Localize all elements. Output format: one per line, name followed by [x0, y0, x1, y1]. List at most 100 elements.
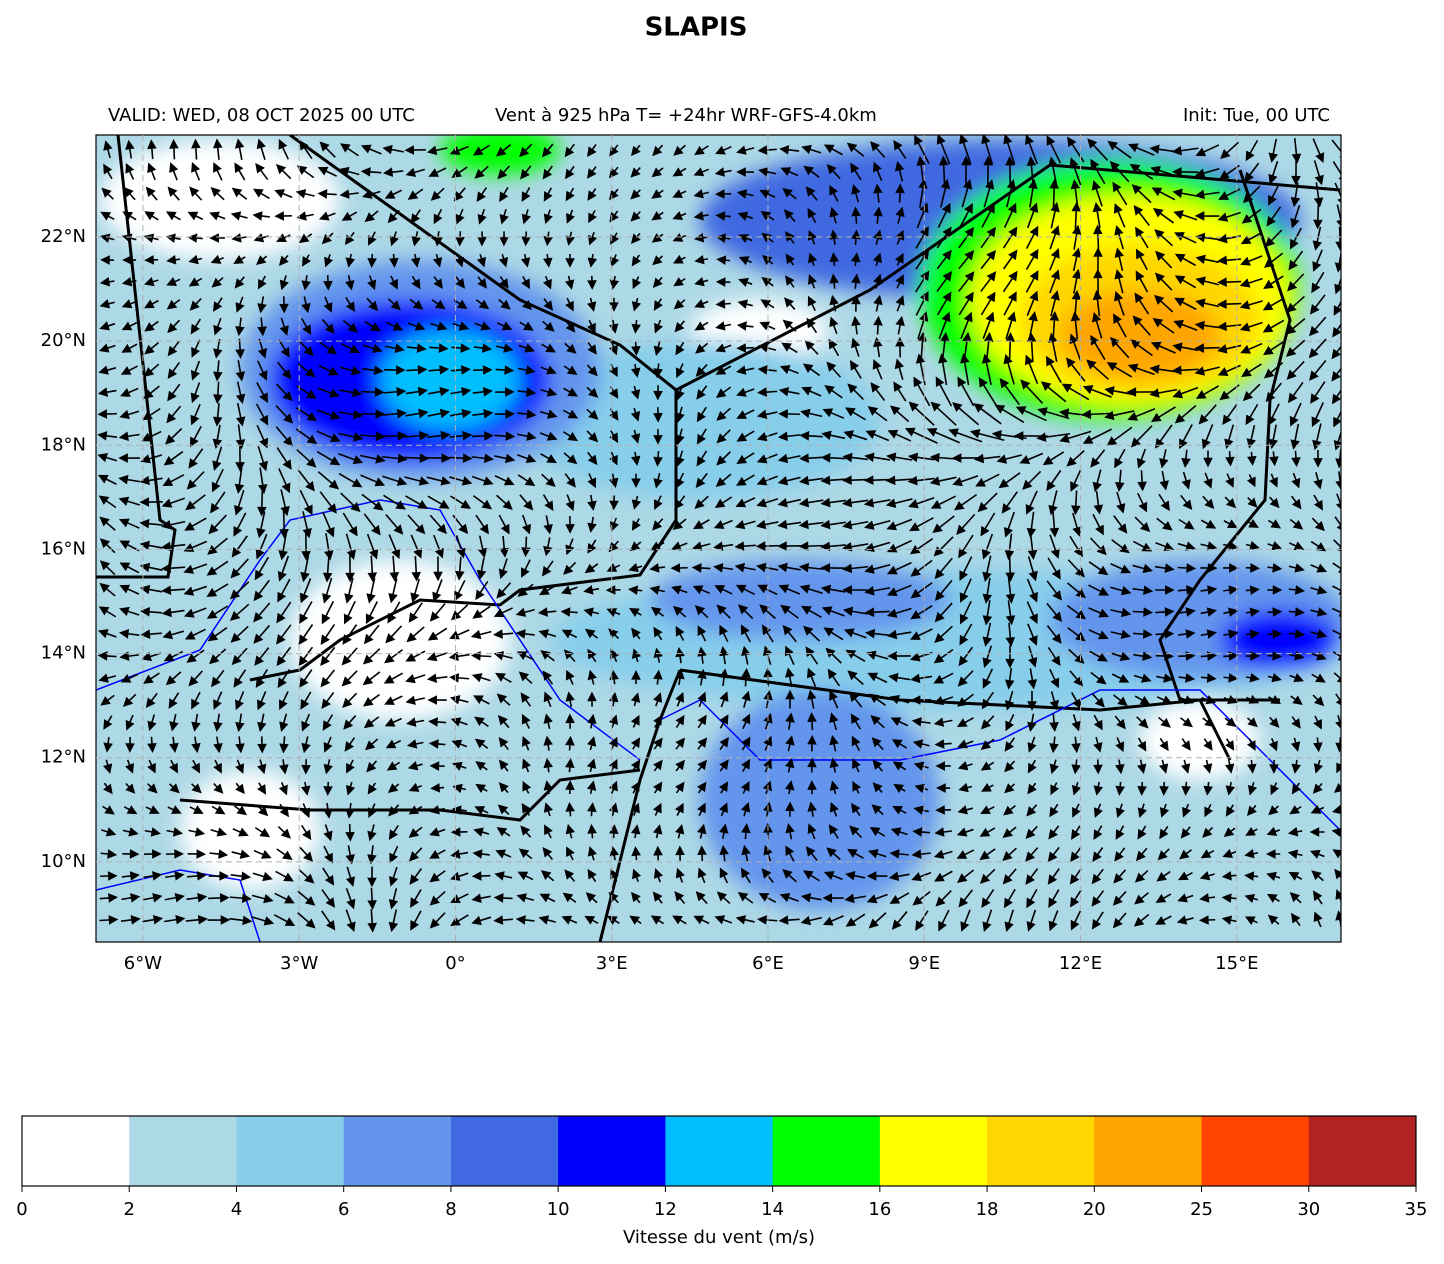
wind-arrow	[892, 761, 907, 771]
wind-arrow	[1090, 158, 1106, 185]
wind-arrow	[317, 387, 340, 398]
wind-arrow	[494, 871, 513, 881]
wind-arrow	[541, 473, 556, 488]
wind-arrow	[1115, 803, 1125, 818]
wind-arrow	[342, 692, 358, 708]
wind-arrow	[1154, 272, 1173, 291]
wind-arrow	[1026, 202, 1039, 229]
wind-arrow	[586, 430, 599, 443]
wind-arrow	[1026, 909, 1037, 932]
wind-arrow	[187, 211, 204, 221]
wind-arrow	[1115, 781, 1125, 796]
wind-arrow	[630, 891, 641, 904]
wind-arrow	[1093, 781, 1104, 796]
wind-arrow	[473, 365, 493, 375]
wind-arrow	[1287, 827, 1303, 837]
wind-arrow	[784, 231, 795, 244]
wind-arrow	[1239, 300, 1263, 310]
wind-arrow	[257, 296, 267, 314]
wind-arrow	[140, 454, 163, 464]
wind-arrow	[981, 203, 995, 228]
wind-arrow	[872, 252, 883, 267]
wind-arrow	[675, 669, 685, 686]
wind-arrow	[565, 691, 575, 708]
wind-arrow	[275, 870, 294, 882]
wind-arrow	[1262, 319, 1285, 333]
wind-arrow	[1003, 202, 1017, 228]
lon-tick-label: 12°E	[1059, 953, 1102, 974]
wind-arrow	[653, 451, 663, 467]
wind-arrow	[1050, 782, 1060, 796]
colorbar-segment	[1201, 1116, 1310, 1186]
wind-arrow	[210, 491, 226, 514]
wind-arrow	[907, 475, 935, 486]
wind-arrow	[864, 452, 891, 463]
wind-arrow	[297, 363, 316, 378]
wind-arrow	[827, 668, 841, 687]
wind-arrow	[782, 319, 797, 332]
wind-arrow	[476, 557, 487, 581]
wind-arrow	[229, 581, 250, 600]
wind-arrow	[913, 761, 929, 771]
wind-arrow	[103, 737, 113, 753]
wind-arrow	[719, 759, 729, 772]
wind-arrow	[982, 622, 992, 647]
wind-arrow	[785, 801, 795, 817]
wind-arrow	[958, 226, 975, 249]
wind-arrow	[426, 145, 448, 156]
wind-arrow	[872, 161, 883, 182]
wind-arrow	[1047, 557, 1061, 580]
wind-arrow	[345, 275, 355, 291]
wind-arrow	[1067, 136, 1085, 163]
wind-arrow	[849, 360, 862, 379]
wind-arrow	[1262, 297, 1285, 311]
wind-arrow	[1091, 911, 1104, 930]
wind-arrow	[653, 692, 663, 707]
wind-arrow	[886, 561, 912, 575]
wind-arrow	[119, 651, 139, 661]
wind-arrow	[675, 691, 685, 707]
wind-arrow	[864, 541, 891, 552]
wind-arrow	[977, 492, 998, 513]
wind-arrow	[323, 275, 333, 291]
wind-arrow	[736, 343, 754, 353]
wind-arrow	[980, 226, 996, 249]
wind-arrow	[339, 387, 363, 398]
wind-arrow	[476, 253, 487, 268]
wind-arrow	[474, 738, 489, 749]
wind-arrow	[1027, 736, 1037, 753]
wind-arrow	[1240, 255, 1263, 266]
wind-arrow	[277, 578, 291, 603]
wind-arrow	[807, 734, 817, 752]
wind-arrow	[780, 167, 799, 177]
wind-arrow	[715, 211, 731, 221]
colorbar-tick-label: 6	[338, 1199, 349, 1220]
lon-tick-label: 3°W	[280, 953, 318, 974]
wind-arrow	[366, 760, 378, 773]
wind-arrow	[1266, 206, 1282, 227]
wind-arrow	[361, 189, 381, 199]
wind-arrow	[1157, 716, 1171, 728]
wind-arrow	[213, 691, 223, 710]
wind-arrow	[1133, 205, 1150, 227]
wind-arrow	[910, 582, 933, 599]
wind-arrow	[1287, 273, 1305, 292]
wind-arrow	[474, 716, 489, 728]
wind-arrow	[323, 845, 333, 864]
wind-arrow	[715, 299, 731, 309]
wind-arrow	[651, 189, 664, 199]
wind-arrow	[673, 144, 686, 156]
wind-arrow	[498, 514, 510, 535]
wind-arrow	[586, 780, 597, 795]
wind-arrow	[886, 607, 912, 618]
wind-arrow	[389, 231, 399, 247]
wind-arrow	[498, 298, 511, 310]
wind-arrow	[498, 759, 509, 772]
wind-arrow	[208, 893, 230, 903]
wind-arrow	[410, 910, 422, 931]
wind-arrow	[517, 365, 536, 375]
colorbar-segment	[129, 1116, 237, 1186]
wind-arrow	[206, 583, 229, 597]
wind-arrow	[302, 254, 312, 267]
wind-arrow	[957, 805, 973, 815]
